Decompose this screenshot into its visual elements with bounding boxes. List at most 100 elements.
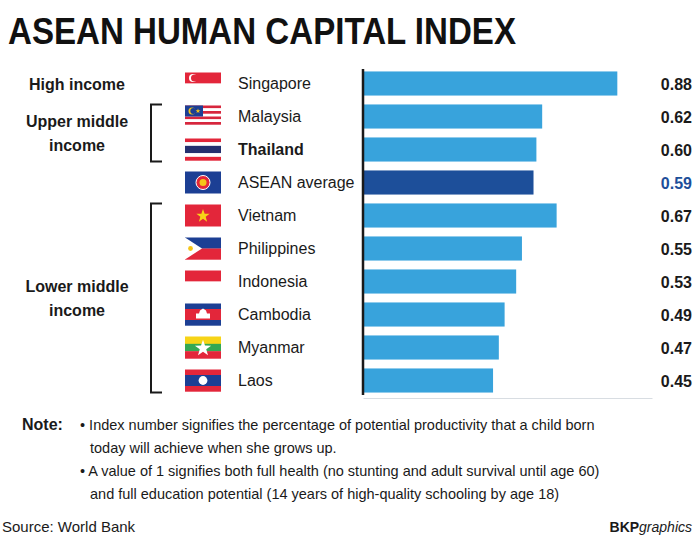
y-axis: Singapore Malaysia Thailand ASEAN average Vi… [238, 69, 363, 395]
source: Source: World Bank [2, 518, 136, 535]
flag [185, 106, 221, 128]
flag-part [185, 309, 221, 320]
flag-part [185, 375, 221, 386]
tick-label: Vietnam [238, 207, 296, 224]
bar [363, 269, 516, 293]
group-bracket [151, 104, 162, 161]
tick-label: Singapore [238, 75, 311, 92]
tick: Vietnam [238, 207, 296, 224]
flag [185, 337, 221, 359]
tick: Myanmar [238, 339, 305, 356]
flag-part [185, 84, 221, 95]
flag-part [200, 179, 207, 186]
tick-label: Indonesia [238, 273, 307, 290]
flag [185, 73, 221, 95]
tick-label: ASEAN average [238, 174, 355, 191]
group-label: Lower middle [25, 278, 128, 295]
bar [363, 335, 499, 359]
tick: Singapore [238, 75, 311, 92]
notes: Note: • Index number signifies the percen… [22, 416, 599, 502]
income-groups: High income Upper middle income Lower middl… [25, 76, 162, 393]
flag-part [185, 351, 221, 359]
flag-part [185, 142, 221, 146]
flag-part [185, 304, 221, 310]
tick-label: Myanmar [238, 339, 305, 356]
flag [185, 304, 221, 326]
bar [363, 203, 557, 227]
data-label: 0.62 [661, 109, 692, 126]
flag-part [185, 386, 221, 392]
x-axis [364, 398, 653, 399]
bar [363, 170, 534, 194]
flag [185, 271, 221, 293]
flag [185, 205, 221, 227]
tick: Philippines [238, 240, 315, 257]
tick: Laos [238, 372, 273, 389]
flag-part [185, 370, 221, 376]
tick-label: Cambodia [238, 306, 311, 323]
note-text: • Index number signifies the percentage … [80, 417, 595, 433]
note-label: Note: [22, 416, 63, 433]
flag-part [185, 122, 221, 125]
tick: Malaysia [238, 108, 301, 125]
flag-part [185, 125, 221, 128]
group-label: income [49, 137, 105, 154]
flag-part [185, 320, 221, 326]
data-label: 0.47 [661, 340, 692, 357]
credit-part: graphics [639, 519, 692, 535]
flag [185, 172, 221, 194]
data-label: 0.55 [661, 241, 692, 258]
flag-part [196, 209, 209, 222]
chart: ASEAN HUMAN CAPITAL INDEX Singapore Malays… [0, 0, 700, 540]
flag-part [185, 119, 221, 122]
flag-part [185, 157, 221, 161]
flag-part [185, 282, 221, 293]
tick-label: Laos [238, 372, 273, 389]
flag-part [185, 172, 221, 194]
bar [363, 236, 522, 260]
data-label: 0.45 [661, 373, 692, 390]
group-bracket [151, 203, 162, 392]
tick-label: Malaysia [238, 108, 301, 125]
group-label: Upper middle [26, 113, 128, 130]
group-label: income [49, 302, 105, 319]
data-label: 0.60 [661, 142, 692, 159]
flag-part [185, 271, 221, 282]
data-label: 0.67 [661, 208, 692, 225]
note-text: • A value of 1 signifies both full healt… [80, 463, 599, 479]
tick-label: Thailand [238, 141, 304, 158]
bars [363, 71, 617, 392]
flag-part [185, 73, 221, 84]
data-label: 0.88 [661, 76, 692, 93]
tick: Cambodia [238, 306, 311, 323]
data-labels: 0.88 0.62 0.60 0.59 0.67 0.55 0.53 0.49 0.47 0.45 [661, 76, 692, 390]
title: ASEAN HUMAN CAPITAL INDEX [8, 11, 516, 52]
tick: Indonesia [238, 273, 307, 290]
tick-label: Philippines [238, 240, 315, 257]
flag-part [199, 376, 208, 385]
tick: Thailand [238, 141, 304, 158]
flags [185, 73, 221, 392]
flag-part [185, 146, 221, 154]
group-label: High income [29, 76, 125, 93]
flag [185, 370, 221, 392]
bar [363, 302, 505, 326]
flag-part [189, 108, 196, 115]
flag-part [185, 117, 221, 120]
data-label: 0.59 [661, 175, 692, 192]
bar [363, 137, 536, 161]
flag-part [196, 108, 201, 113]
flag-part [185, 106, 203, 117]
flag-part [185, 238, 202, 260]
bar [363, 368, 493, 392]
data-label: 0.53 [661, 274, 692, 291]
credit-part: BKP [610, 519, 640, 535]
flag [185, 238, 221, 260]
data-label: 0.49 [661, 307, 692, 324]
note-text: and full education potential (14 years o… [90, 486, 559, 502]
flag-part [188, 246, 193, 251]
flag-part [195, 340, 211, 355]
flag-part [191, 74, 198, 81]
credit: BKPgraphics [610, 519, 692, 535]
bar [363, 104, 542, 128]
